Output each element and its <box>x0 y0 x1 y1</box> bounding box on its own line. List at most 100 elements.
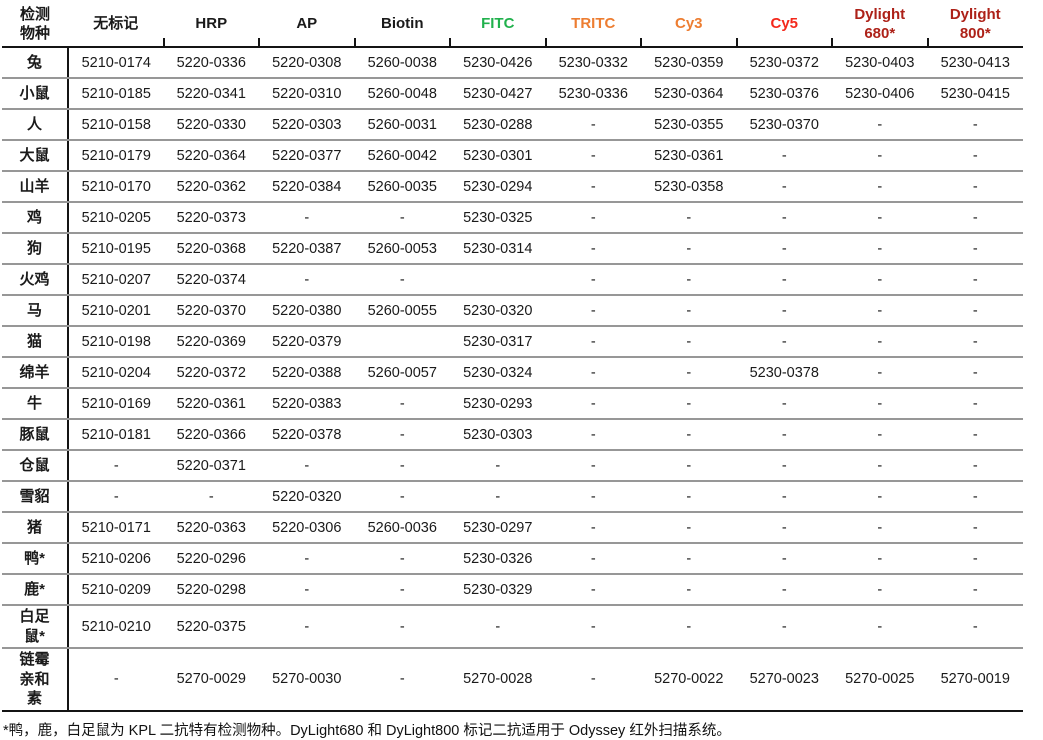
catalog-cell-cy3: - <box>641 450 737 482</box>
catalog-cell-dylight800: - <box>927 543 1023 575</box>
table-row: 仓鼠 -5220-0371- - - - - - - - <box>2 450 1023 482</box>
catalog-cell-ap: 5220-0310 <box>259 78 355 110</box>
catalog-cell-ap: 5220-0308 <box>259 47 355 79</box>
catalog-cell-cy5: - <box>736 264 832 296</box>
catalog-cell-fitc: 5230-0297 <box>450 512 546 544</box>
catalog-cell-ap: 5220-0320 <box>259 481 355 513</box>
catalog-cell-cy5: - <box>736 419 832 451</box>
catalog-cell-dylight680: - <box>832 326 928 358</box>
catalog-cell-dylight800: - <box>927 202 1023 234</box>
catalog-cell-ap: 5270-0030 <box>259 648 355 712</box>
species-label: 鹿* <box>2 574 69 606</box>
table-row: 雪貂 - -5220-0320- - - - - - - <box>2 481 1023 513</box>
column-header-ap: AP <box>258 2 355 48</box>
catalog-cell-ap: 5220-0379 <box>259 326 355 358</box>
table-row: 猫 5210-0198 5220-0369 5220-0379 5230-0317- - -… <box>2 326 1023 358</box>
catalog-cell-dylight800: - <box>927 140 1023 172</box>
catalog-cell-hrp: 5220-0374 <box>163 264 259 296</box>
table-row: 豚鼠 5210-0181 5220-0366 5220-0378 - 5230-0303 -… <box>2 419 1023 451</box>
catalog-cell-cy3: 5230-0358 <box>641 171 737 203</box>
catalog-cell-dylight680: - <box>832 605 928 649</box>
table-row: 大鼠 5210-0179 5220-0364 5220-0377 5260-0042 52… <box>2 140 1023 172</box>
species-label: 绵羊 <box>2 357 69 389</box>
catalog-cell-unlabeled: 5210-0171 <box>68 512 164 544</box>
catalog-cell-hrp: 5220-0364 <box>163 140 259 172</box>
column-header-unlabeled: 无标记 <box>68 2 164 48</box>
catalog-cell-ap: 5220-0377 <box>259 140 355 172</box>
catalog-cell-dylight680: - <box>832 419 928 451</box>
catalog-cell-biotin: - <box>354 264 450 296</box>
catalog-cell-dylight800: - <box>927 574 1023 606</box>
catalog-cell-biotin: - <box>354 543 450 575</box>
catalog-cell-hrp: 5220-0330 <box>163 109 259 141</box>
species-label: 牛 <box>2 388 69 420</box>
species-label: 仓鼠 <box>2 450 69 482</box>
catalog-cell-biotin: 5260-0057 <box>354 357 450 389</box>
catalog-cell-unlabeled: - <box>68 450 164 482</box>
species-label: 小鼠 <box>2 78 69 110</box>
species-label: 猫 <box>2 326 69 358</box>
catalog-cell-dylight800: - <box>927 171 1023 203</box>
catalog-cell-unlabeled: - <box>68 481 164 513</box>
species-label: 人 <box>2 109 69 141</box>
catalog-cell-ap: - <box>259 202 355 234</box>
column-header-fitc: FITC <box>449 2 546 48</box>
catalog-cell-dylight680: - <box>832 233 928 265</box>
species-label: 鸡 <box>2 202 69 234</box>
catalog-cell-dylight800: 5230-0415 <box>927 78 1023 110</box>
table-row: 链霉 亲和 素 -5270-0029 5270-0030-5270-0028-527… <box>2 648 1023 712</box>
catalog-cell-cy3: - <box>641 388 737 420</box>
header-row: 检测 物种 无标记 HRP AP Biotin FITC TRITC Cy3 Cy5 Dyligh… <box>2 2 1023 48</box>
column-header-species: 检测 物种 <box>2 2 68 48</box>
catalog-cell-ap: 5220-0388 <box>259 357 355 389</box>
catalog-cell-biotin: 5260-0031 <box>354 109 450 141</box>
catalog-cell-fitc: - <box>450 481 546 513</box>
catalog-cell-hrp: 5220-0366 <box>163 419 259 451</box>
catalog-cell-dylight800: - <box>927 481 1023 513</box>
catalog-cell-unlabeled: 5210-0181 <box>68 419 164 451</box>
catalog-cell-cy3: 5230-0361 <box>641 140 737 172</box>
catalog-cell-biotin: 5260-0042 <box>354 140 450 172</box>
table-row: 兔 5210-0174 5220-0336 5220-0308 5260-0038 523… <box>2 47 1023 79</box>
species-label: 狗 <box>2 233 69 265</box>
catalog-cell-dylight800: 5230-0413 <box>927 47 1023 79</box>
catalog-cell-ap: - <box>259 264 355 296</box>
catalog-cell-biotin: - <box>354 481 450 513</box>
catalog-cell-ap: 5220-0387 <box>259 233 355 265</box>
table-body: 兔 5210-0174 5220-0336 5220-0308 5260-0038 523… <box>2 47 1023 712</box>
catalog-cell-cy5: - <box>736 295 832 327</box>
antibody-catalog-table: 检测 物种 无标记 HRP AP Biotin FITC TRITC Cy3 Cy5 Dyligh… <box>2 2 1023 712</box>
catalog-cell-unlabeled: 5210-0158 <box>68 109 164 141</box>
catalog-cell-hrp: 5220-0296 <box>163 543 259 575</box>
catalog-cell-dylight680: - <box>832 574 928 606</box>
catalog-cell-cy5: - <box>736 202 832 234</box>
catalog-cell-fitc: 5230-0329 <box>450 574 546 606</box>
catalog-cell-fitc: 5230-0324 <box>450 357 546 389</box>
catalog-cell-tritc: - <box>545 605 641 649</box>
table-row: 小鼠 5210-0185 5220-0341 5220-0310 5260-0048 52… <box>2 78 1023 110</box>
catalog-cell-dylight680: - <box>832 264 928 296</box>
catalog-cell-ap: - <box>259 543 355 575</box>
catalog-cell-ap: 5220-0384 <box>259 171 355 203</box>
catalog-cell-fitc: 5230-0320 <box>450 295 546 327</box>
catalog-cell-tritc: 5230-0336 <box>545 78 641 110</box>
catalog-cell-cy5: 5270-0023 <box>736 648 832 712</box>
catalog-cell-cy3: - <box>641 326 737 358</box>
catalog-cell-dylight680: - <box>832 481 928 513</box>
catalog-cell-tritc: - <box>545 326 641 358</box>
catalog-cell-cy3: 5230-0364 <box>641 78 737 110</box>
catalog-cell-fitc: 5230-0325 <box>450 202 546 234</box>
catalog-cell-cy3: - <box>641 481 737 513</box>
column-header-dylight680: Dylight 680* <box>831 2 928 48</box>
catalog-cell-fitc: 5230-0303 <box>450 419 546 451</box>
catalog-cell-biotin <box>354 326 450 358</box>
catalog-cell-cy5: - <box>736 450 832 482</box>
catalog-cell-unlabeled: 5210-0205 <box>68 202 164 234</box>
catalog-cell-tritc: - <box>545 140 641 172</box>
catalog-cell-tritc: - <box>545 543 641 575</box>
catalog-cell-dylight800: - <box>927 450 1023 482</box>
table-row: 狗 5210-0195 5220-0368 5220-0387 5260-0053 523… <box>2 233 1023 265</box>
species-label: 豚鼠 <box>2 419 69 451</box>
catalog-cell-ap: - <box>259 574 355 606</box>
catalog-cell-ap: 5220-0378 <box>259 419 355 451</box>
